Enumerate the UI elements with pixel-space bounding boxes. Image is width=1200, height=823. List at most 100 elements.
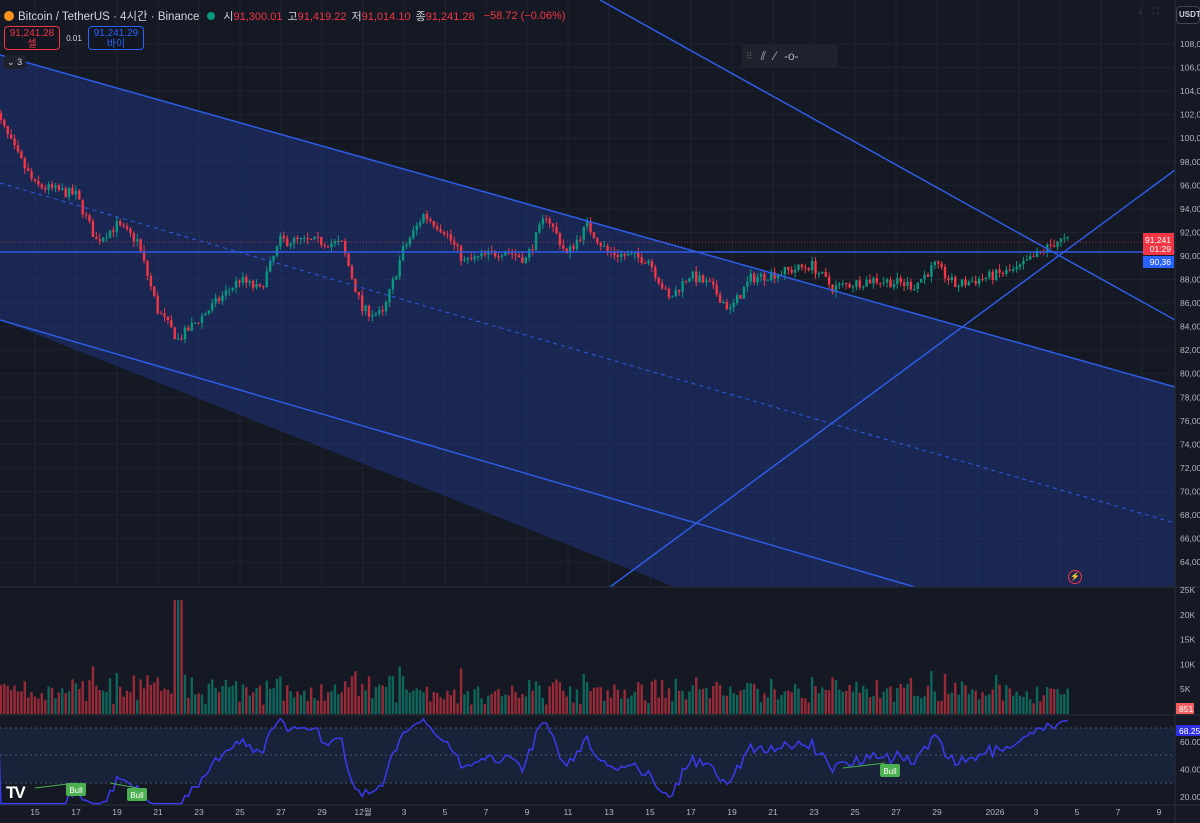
volume-bar	[538, 685, 541, 714]
volume-bar	[401, 676, 405, 714]
drag-handle-icon[interactable]: ⠿	[746, 50, 753, 61]
candle-body	[129, 228, 132, 234]
candle-body	[572, 246, 575, 249]
candle-body	[504, 251, 507, 256]
time-tick: 7	[484, 807, 489, 817]
candle-body	[940, 263, 943, 268]
candle-body	[531, 249, 534, 251]
volume-bar	[337, 694, 340, 714]
volume-bar	[810, 677, 814, 714]
candle-body	[275, 246, 279, 256]
candle-body	[395, 276, 398, 280]
alert-bolt-icon[interactable]: ⚡	[1068, 570, 1082, 584]
candle-body	[415, 225, 418, 231]
candle-body	[568, 246, 572, 254]
volume-bar	[13, 685, 16, 714]
volume-bar	[667, 688, 671, 714]
volume-bar	[1039, 701, 1042, 714]
volume-bar	[834, 680, 838, 714]
candle-body	[337, 240, 340, 242]
candle-body	[1032, 256, 1035, 258]
candle-body	[926, 274, 930, 277]
tradingview-logo[interactable]: TV	[6, 783, 26, 802]
candle-body	[180, 338, 183, 340]
volume-bar	[1029, 699, 1032, 714]
horizontal-line-icon[interactable]: -o-	[783, 49, 799, 63]
symbol-title[interactable]: Bitcoin / TetherUS · 4시간 · Binance	[18, 11, 200, 23]
candle-body	[153, 286, 156, 296]
volume-bar	[943, 673, 947, 714]
candle-body	[984, 277, 988, 280]
buy-button[interactable]: 91,241.29 바이	[88, 26, 144, 50]
volume-bar	[804, 698, 807, 714]
currency-button[interactable]: USDT	[1176, 6, 1200, 24]
volume-bar	[695, 677, 698, 714]
candle-body	[930, 265, 933, 277]
candle-body	[190, 322, 193, 331]
volume-bar	[548, 686, 551, 714]
candle-body	[524, 257, 527, 263]
candle-body	[156, 295, 159, 314]
download-icon[interactable]: ↓	[1138, 6, 1143, 16]
sell-button[interactable]: 91,241.28 셀	[4, 26, 60, 50]
volume-bar	[613, 684, 616, 714]
volume-bar	[446, 690, 449, 714]
volume-bar	[585, 682, 589, 714]
volume-bar	[1032, 703, 1035, 714]
volume-bar	[1008, 688, 1011, 714]
candle-body	[0, 113, 3, 120]
volume-bar	[493, 691, 497, 714]
candle-body	[776, 274, 780, 279]
volume-bar	[408, 692, 412, 714]
candle-body	[262, 286, 265, 288]
candle-body	[804, 267, 807, 269]
candle-body	[919, 279, 923, 283]
volume-bar	[752, 684, 756, 714]
candle-body	[487, 251, 490, 255]
candle-body	[54, 185, 57, 188]
candle-body	[1056, 241, 1059, 247]
candle-body	[44, 187, 47, 190]
candle-body	[30, 171, 33, 179]
candle-body	[821, 271, 824, 274]
indicators-collapse-button[interactable]: ⌄ 3	[4, 55, 26, 69]
volume-bar	[64, 693, 67, 714]
candle-body	[476, 255, 480, 257]
candle-body	[957, 286, 960, 288]
candle-body	[221, 295, 224, 302]
volume-bar	[228, 686, 231, 714]
volume-bar	[412, 690, 415, 714]
time-tick: 25	[850, 807, 860, 817]
volume-bar	[108, 678, 112, 714]
volume-bar	[173, 600, 176, 714]
candle-body	[797, 264, 800, 271]
volume-bar	[88, 680, 91, 714]
volume-bar	[112, 703, 115, 714]
volume-bar	[214, 687, 217, 714]
fullscreen-icon[interactable]: ⛶	[1152, 6, 1159, 16]
candle-body	[78, 190, 81, 200]
volume-bar	[221, 686, 224, 714]
candle-body	[248, 280, 251, 283]
candle-body	[224, 290, 228, 296]
candle-body	[176, 338, 180, 340]
trend-line-icon[interactable]: ⁄	[773, 49, 776, 63]
candle-body	[13, 138, 16, 146]
candle-body	[91, 221, 95, 238]
candle-body	[1025, 259, 1029, 261]
volume-bar	[432, 692, 435, 714]
volume-bar	[950, 692, 954, 714]
candle-body	[163, 313, 166, 317]
volume-bar	[207, 683, 211, 714]
volume-bar	[435, 693, 439, 714]
candle-body	[954, 276, 957, 287]
volume-bar	[142, 688, 146, 714]
candle-body	[1052, 245, 1056, 247]
price-tick: 82,000	[1180, 345, 1200, 355]
volume-bar	[609, 697, 613, 714]
candle-body	[139, 239, 142, 251]
candle-body	[23, 158, 26, 169]
parallel-channel-icon[interactable]: ⫽	[760, 48, 766, 63]
volume-bar	[698, 689, 701, 714]
